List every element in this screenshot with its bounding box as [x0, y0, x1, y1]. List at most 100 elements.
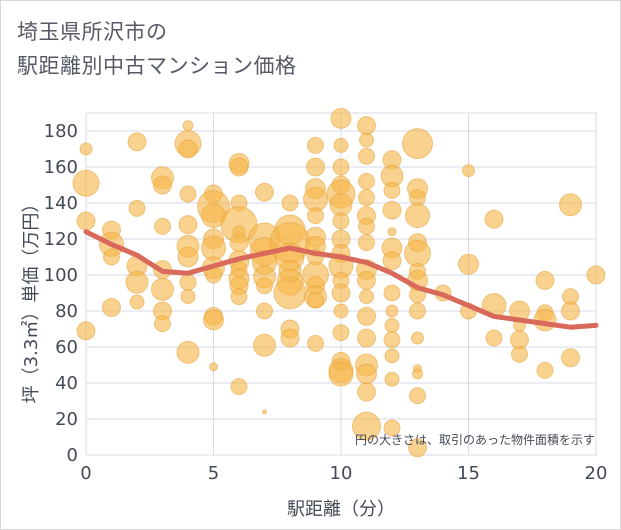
- bubble-point: [357, 306, 376, 326]
- bubble-point: [153, 175, 172, 195]
- y-tick-label: 20: [55, 409, 78, 430]
- y-tick-label: 140: [44, 193, 78, 214]
- bubble-point: [359, 289, 374, 305]
- bubble-point: [352, 411, 381, 441]
- y-tick-label: 80: [55, 301, 78, 322]
- bubble-point: [328, 361, 354, 387]
- bubble-point: [411, 331, 424, 345]
- bubble-point: [256, 277, 273, 295]
- bubble-point: [382, 200, 402, 220]
- bubble-point: [383, 284, 401, 302]
- bubble-point: [229, 157, 249, 177]
- x-tick-label: 20: [585, 463, 608, 484]
- y-tick-label: 100: [44, 265, 78, 286]
- bubble-point: [154, 217, 171, 235]
- bubble-point: [586, 265, 606, 285]
- bubble-point: [333, 137, 349, 153]
- trend-line: [83, 229, 599, 330]
- x-axis-title: 駅距離（分）: [287, 499, 395, 520]
- bubble-point: [176, 340, 200, 364]
- y-tick-label: 0: [67, 445, 78, 466]
- bubble-point: [280, 328, 300, 348]
- bubble-point: [409, 302, 426, 320]
- chart-title-line2: 駅距離別中古マンション価格: [17, 54, 297, 78]
- bubble-point: [357, 382, 376, 402]
- bubble-point: [203, 309, 224, 331]
- bubble-point: [307, 136, 324, 154]
- bubble-point: [331, 283, 351, 303]
- bubble-point: [151, 277, 174, 301]
- bubble-point: [511, 345, 528, 363]
- bubble-point: [357, 270, 376, 290]
- bubble-point: [332, 158, 350, 176]
- bubble-point: [128, 199, 146, 217]
- x-tick-label: 10: [330, 463, 353, 484]
- bubble-point: [412, 368, 423, 380]
- bubble-point: [253, 333, 276, 357]
- bubble-point: [358, 234, 375, 252]
- bubble-point: [333, 303, 349, 319]
- bubble-point: [404, 239, 431, 267]
- x-tick-label: 5: [208, 463, 219, 484]
- bubble-point: [387, 227, 397, 237]
- x-tick-label: 15: [457, 463, 480, 484]
- bubble-point: [229, 233, 249, 253]
- bubble-point: [154, 315, 171, 333]
- bubble-point: [230, 288, 248, 306]
- bubble-point: [103, 248, 120, 266]
- bubble-point: [76, 321, 96, 341]
- bubble-point: [129, 294, 145, 310]
- bubble-point: [382, 251, 402, 271]
- bubble-point: [358, 147, 375, 165]
- bubble-point: [358, 189, 375, 207]
- bubble-point: [357, 328, 376, 348]
- bubble-point: [358, 172, 375, 190]
- trend-line-series: [83, 229, 599, 330]
- bubble-point: [484, 209, 504, 229]
- bubble-point: [357, 116, 376, 136]
- chart-title: 埼玉県所沢市の 駅距離別中古マンション価格: [17, 15, 297, 83]
- bubble-point: [273, 276, 307, 310]
- bubble-point: [561, 301, 580, 321]
- bubble-point: [383, 331, 401, 349]
- bubble-point: [402, 128, 433, 160]
- bubble-point: [536, 361, 554, 379]
- bubble-point: [307, 291, 324, 309]
- bubble-point: [178, 215, 198, 235]
- bubble-point: [230, 378, 248, 396]
- bubble-point: [384, 348, 400, 364]
- bubble-point: [384, 317, 400, 333]
- bubble-point: [76, 211, 96, 231]
- size-annotation: 円の大きさは、取引のあった物件面積を示す: [355, 432, 595, 447]
- bubble-point: [255, 182, 274, 202]
- bubble-point: [182, 120, 194, 132]
- bubble-point: [462, 164, 475, 178]
- bubble-point: [330, 107, 352, 129]
- bubble-point: [102, 297, 121, 317]
- bubble-point: [405, 203, 430, 229]
- y-tick-label: 60: [55, 337, 78, 358]
- bubble-point: [561, 348, 580, 368]
- bubble-point: [383, 181, 401, 199]
- bubble-point: [209, 362, 218, 372]
- y-tick-label: 120: [44, 229, 78, 250]
- bubble-point: [356, 363, 377, 385]
- chart-title-line1: 埼玉県所沢市の: [17, 20, 168, 44]
- x-tick-label: 0: [80, 463, 91, 484]
- bubble-point: [535, 270, 555, 290]
- bubble-point: [408, 438, 427, 458]
- bubble-point: [458, 253, 479, 275]
- bubble-point: [385, 304, 399, 318]
- bubble-series: [72, 107, 606, 458]
- bubble-point: [125, 270, 149, 294]
- bubble-point: [127, 132, 147, 152]
- bubble-point: [179, 273, 197, 291]
- bubble-point: [307, 207, 324, 225]
- bubble-point: [178, 139, 198, 159]
- y-tick-label: 160: [44, 157, 78, 178]
- bubble-point: [281, 194, 299, 212]
- bubble-point: [485, 329, 503, 347]
- axis-ticks: 0 20 40 60 80 100 120 140 160 180 0 5 10 15 20: [44, 121, 608, 484]
